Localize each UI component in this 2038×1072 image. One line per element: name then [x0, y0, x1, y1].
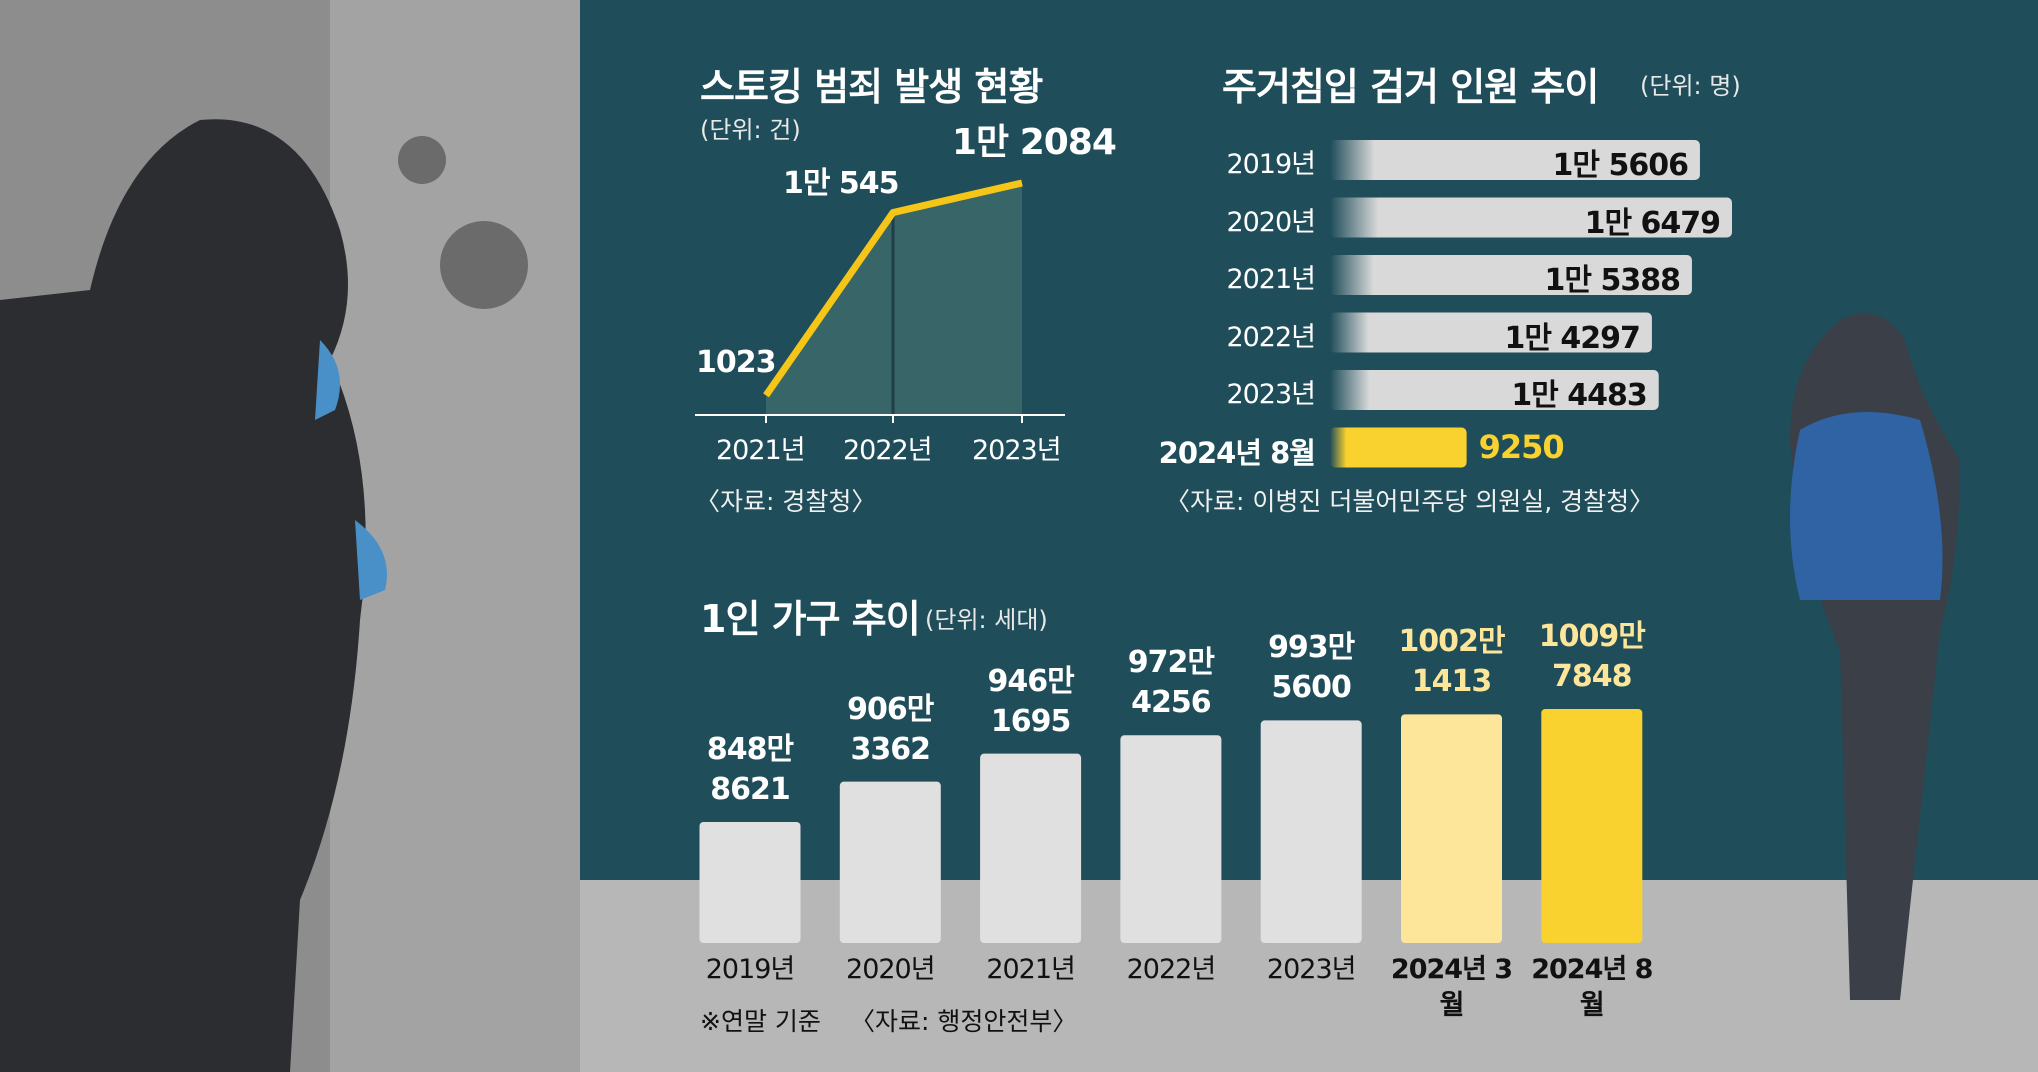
x-tick-label: 2022년 [1126, 954, 1217, 985]
hooded-figure [0, 119, 366, 1072]
note: ※연말 기준 [700, 1007, 821, 1036]
unit: (단위: 건) [700, 116, 801, 144]
value-label: 1만 2084 [952, 122, 1117, 163]
x-tick-label: 2024년 8월 [1531, 954, 1653, 1021]
value-label: 1023 [696, 345, 776, 381]
value-label: 848만 8621 [706, 732, 794, 807]
y-tick-label: 2023년 [1226, 379, 1316, 410]
line [763, 179, 1023, 398]
chart-title: 1인 가구 추이 [700, 597, 921, 641]
source: 〈자료: 경찰청〉 [695, 487, 877, 516]
bar-fade [1330, 427, 1467, 468]
x-tick-label: 2023년 [1266, 954, 1357, 985]
value-label: 1만 4483 [1511, 378, 1647, 413]
bar [1401, 714, 1502, 943]
value-label: 1만 5388 [1544, 263, 1681, 298]
x-tick-label: 2021년 [716, 435, 806, 466]
value-label: 9250 [1478, 427, 1565, 466]
value-label: 1만 4297 [1504, 320, 1640, 356]
x-tick-label: 2022년 [843, 435, 933, 466]
glove [315, 340, 340, 420]
x-tick-label: 2021년 [986, 954, 1076, 985]
bar-fade [1330, 140, 1700, 180]
value-label: 906만 3362 [847, 691, 934, 767]
x-tick-label: 2020년 [846, 954, 936, 985]
bar-fade [1330, 312, 1652, 353]
y-tick-label: 2022년 [1226, 321, 1316, 353]
value-label: 1002만 1413 [1398, 624, 1505, 700]
source: 〈자료: 행정안전부〉 [850, 1007, 1078, 1036]
unit: (단위: 세대) [925, 606, 1048, 634]
value-label: 1만 6479 [1584, 205, 1721, 241]
value-label: 1만 5606 [1552, 148, 1689, 183]
bar [1541, 709, 1643, 943]
value-label: 946만 1695 [987, 663, 1074, 739]
bar [1120, 735, 1222, 943]
x-tick-label: 2019년 [705, 954, 796, 985]
glove [355, 520, 387, 600]
bar [699, 822, 801, 943]
devil-icon [440, 221, 528, 309]
x-tick-label: 2024년 3월 [1390, 954, 1513, 1021]
value-label: 972만 4256 [1127, 645, 1215, 721]
value-label: 1009만 7848 [1538, 619, 1646, 694]
unit: (단위: 명) [1640, 72, 1741, 100]
y-tick-label: 2021년 [1226, 264, 1316, 295]
bar-fade [1330, 370, 1659, 410]
bar [980, 753, 1082, 943]
bar [839, 781, 941, 943]
y-tick-label: 2019년 [1226, 149, 1316, 180]
bar [1260, 720, 1362, 943]
chart-title: 주거침입 검거 인원 추이 [1222, 65, 1599, 109]
bar-fade [1330, 197, 1732, 238]
value-label: 993만 5600 [1268, 630, 1355, 706]
chart-title: 스토킹 범죄 발생 현황 [700, 65, 1043, 109]
y-tick-label: 2020년 [1226, 206, 1316, 238]
source: 〈자료: 이병진 더불어민주당 의원실, 경찰청〉 [1165, 487, 1655, 516]
devil-icon [398, 136, 446, 184]
value-label: 1만 545 [783, 165, 900, 201]
bar-fade [1330, 255, 1692, 295]
y-tick-label: 2024년 8월 [1158, 435, 1316, 470]
jacket [1790, 412, 1943, 600]
x-tick-label: 2023년 [972, 435, 1062, 466]
